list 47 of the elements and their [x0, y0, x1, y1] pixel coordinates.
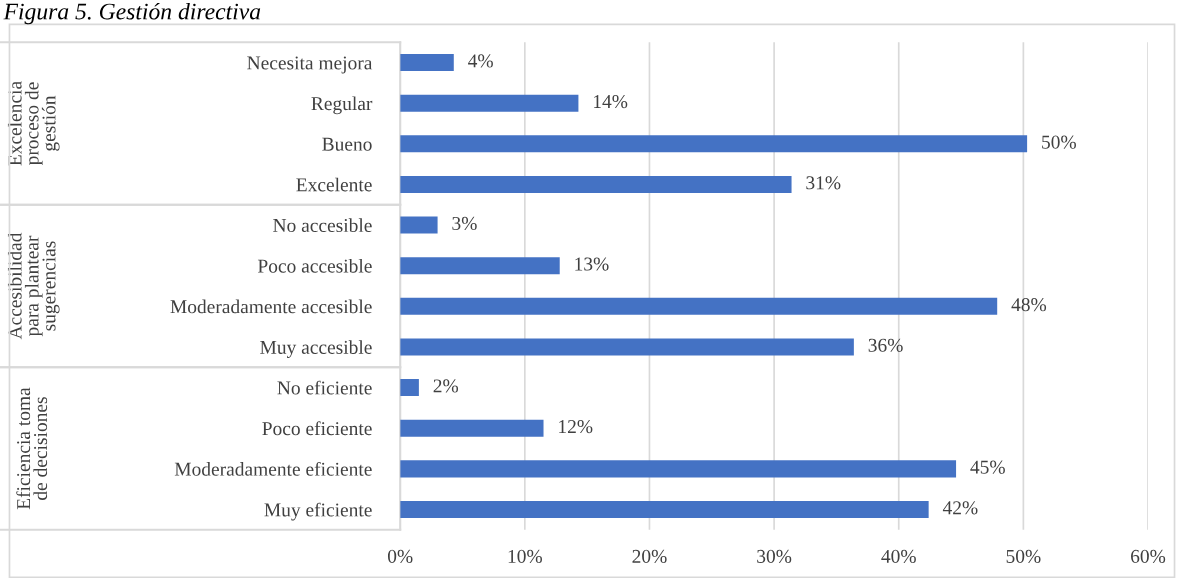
- bar: [400, 419, 544, 437]
- data-label: 48%: [1011, 298, 1047, 312]
- y-tick-label: Muy accesible: [260, 340, 372, 358]
- bar: [400, 135, 1028, 153]
- x-tick-label: 20%: [632, 549, 667, 563]
- bar: [400, 216, 438, 234]
- text: Excelencia proceso de gestión: [7, 81, 60, 166]
- y-tick-label: Poco accesible: [257, 258, 372, 273]
- data-label: 45%: [970, 460, 1005, 474]
- data-label: 3%: [452, 216, 477, 231]
- bar: [400, 54, 454, 72]
- y-tick-label: No accesible: [273, 218, 372, 233]
- data-label: 12%: [559, 419, 593, 434]
- x-tick-label: 50%: [1006, 549, 1041, 563]
- bar: [400, 175, 792, 193]
- y-tick-label: Bueno: [322, 137, 372, 151]
- y-tick-label: Moderadamente eficiente: [174, 461, 372, 476]
- x-tick-label: 10%: [508, 549, 542, 563]
- y-tick-label: No eficiente: [277, 380, 372, 395]
- y-tick-label: Excelente: [296, 177, 372, 192]
- y-tick-label: Regular: [311, 96, 373, 115]
- bar: [400, 500, 929, 518]
- y-tick-label: Moderadamente accesible: [170, 299, 372, 314]
- text: Eficiencia toma de decisiones: [16, 387, 48, 510]
- bar: [400, 257, 560, 275]
- x-tick-label: 40%: [881, 549, 916, 563]
- data-label: 14%: [594, 94, 628, 109]
- data-label: 36%: [868, 338, 903, 352]
- bar: [400, 460, 957, 478]
- data-label: 50%: [1042, 135, 1076, 149]
- bar: [400, 338, 854, 356]
- bar: [400, 94, 579, 112]
- data-label: 2%: [433, 379, 459, 393]
- text: Figura 5. Gestión directiva: [3, 2, 261, 25]
- data-label: 31%: [806, 176, 841, 190]
- x-tick-label: 0%: [387, 549, 413, 563]
- data-label: 13%: [575, 257, 609, 271]
- bar: [400, 379, 419, 397]
- y-tick-label: Muy eficiente: [264, 502, 372, 521]
- y-tick-label: Necesita mejora: [247, 56, 373, 74]
- data-label: 4%: [468, 54, 493, 68]
- y-tick-label: Poco eficiente: [262, 421, 372, 436]
- bar: [400, 297, 998, 315]
- data-label: 42%: [942, 501, 978, 515]
- text: Accesibilidad para plantear sugerencias: [7, 232, 60, 340]
- x-tick-label: 30%: [757, 549, 792, 563]
- x-tick-label: 60%: [1131, 549, 1166, 563]
